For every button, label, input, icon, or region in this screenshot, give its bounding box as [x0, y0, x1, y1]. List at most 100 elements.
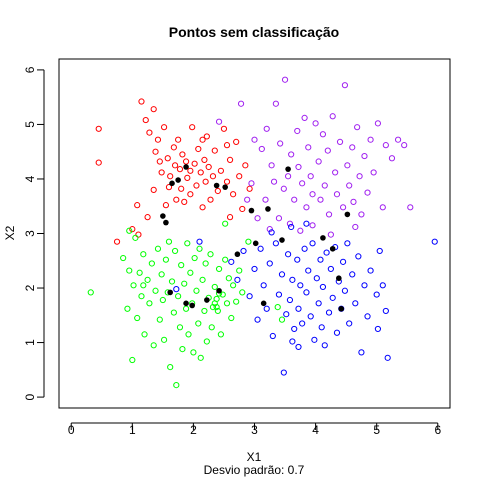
data-point — [95, 159, 102, 166]
data-point — [182, 158, 190, 165]
data-point — [407, 204, 414, 211]
data-point — [431, 238, 438, 245]
data-point — [120, 254, 127, 262]
data-point — [297, 282, 304, 289]
x-tick-label: 1 — [129, 423, 136, 437]
data-point — [146, 300, 153, 307]
data-point — [203, 133, 210, 140]
data-point — [332, 169, 339, 176]
data-point — [140, 251, 147, 258]
plot-area — [58, 58, 451, 409]
data-point — [159, 296, 166, 304]
data-point — [195, 320, 202, 327]
data-point — [268, 162, 275, 169]
data-point — [333, 191, 341, 198]
data-point — [346, 182, 353, 189]
y-tick-label: 2 — [23, 284, 37, 291]
data-point — [141, 331, 148, 338]
data-point — [237, 100, 245, 107]
data-point — [129, 356, 136, 364]
data-point — [305, 144, 312, 151]
data-point — [301, 114, 308, 121]
data-point — [179, 151, 186, 158]
data-point — [327, 265, 334, 273]
data-point — [209, 304, 217, 311]
data-point — [278, 271, 286, 278]
data-point — [197, 354, 204, 361]
data-point — [223, 300, 231, 307]
data-point — [148, 260, 155, 267]
data-point — [190, 349, 197, 356]
y-tick-label: 0 — [23, 393, 37, 400]
chart-title: Pontos sem classificação — [169, 24, 339, 40]
data-point — [193, 287, 200, 294]
data-point — [201, 156, 208, 163]
data-point — [268, 229, 275, 236]
data-point — [246, 293, 253, 300]
centroid-point — [248, 207, 255, 214]
data-point — [150, 342, 157, 349]
data-point — [286, 296, 294, 304]
data-point — [280, 185, 287, 192]
data-point — [134, 314, 141, 322]
data-point — [307, 173, 314, 180]
data-point — [272, 240, 279, 247]
centroid-point — [336, 275, 342, 282]
centroid-point — [252, 240, 259, 247]
x-tick-label: 4 — [312, 423, 319, 437]
data-point — [187, 167, 194, 174]
data-point — [175, 136, 182, 143]
data-point — [196, 245, 203, 252]
data-point — [323, 249, 330, 256]
data-point — [339, 258, 347, 265]
data-point — [230, 191, 237, 198]
data-point — [315, 300, 322, 307]
data-point — [317, 256, 324, 263]
data-point — [208, 324, 215, 331]
data-point — [388, 155, 396, 162]
data-point — [289, 276, 296, 283]
data-point — [144, 276, 151, 283]
centroid-point — [338, 305, 345, 312]
data-point — [367, 136, 374, 143]
data-point — [167, 173, 174, 180]
data-point — [138, 293, 145, 300]
data-point — [352, 223, 359, 231]
data-point — [358, 349, 365, 356]
data-point — [154, 136, 162, 143]
data-point — [307, 313, 314, 320]
data-point — [254, 316, 261, 323]
data-point — [152, 287, 159, 294]
data-point — [325, 309, 333, 316]
data-point — [129, 226, 136, 233]
data-point — [219, 291, 226, 298]
data-point — [367, 267, 374, 274]
x-tick-label: 3 — [251, 423, 258, 437]
data-point — [251, 136, 258, 143]
data-point — [254, 215, 261, 222]
data-point — [269, 332, 276, 340]
data-point — [382, 307, 389, 315]
centroid-point — [167, 289, 173, 296]
data-point — [158, 271, 165, 278]
x-tick-label: 5 — [373, 423, 380, 437]
data-point — [202, 178, 209, 185]
data-point — [225, 275, 232, 282]
data-point — [226, 214, 234, 221]
data-point — [303, 220, 310, 227]
data-point — [299, 180, 306, 187]
data-point — [266, 260, 273, 267]
centroid-point — [213, 182, 220, 189]
centroid-point — [163, 219, 169, 226]
data-point — [95, 125, 102, 132]
data-point — [341, 287, 349, 294]
data-point — [158, 169, 165, 176]
data-point — [167, 364, 174, 371]
data-point — [199, 136, 206, 143]
data-point — [176, 324, 184, 331]
data-point — [364, 313, 371, 320]
data-point — [207, 196, 214, 203]
data-point — [321, 182, 328, 189]
data-point — [272, 100, 279, 107]
data-point — [142, 116, 149, 124]
